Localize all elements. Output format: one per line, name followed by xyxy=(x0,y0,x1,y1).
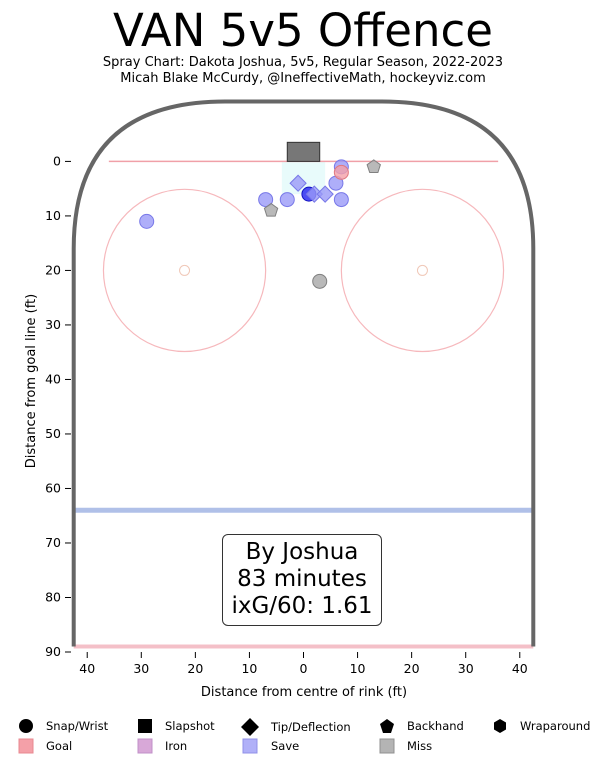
x-tick-label: 40 xyxy=(79,661,95,676)
chart-subtitle: Spray Chart: Dakota Joshua, 5v5, Regular… xyxy=(102,55,504,70)
net xyxy=(286,141,321,162)
faceoff-dot-left xyxy=(179,264,191,276)
summary-minutes: 83 minutes xyxy=(237,566,367,592)
x-tick-label: 20 xyxy=(187,661,203,676)
x-tick-label: 40 xyxy=(512,661,528,676)
legend-label: Backhand xyxy=(407,719,464,733)
shot-goal xyxy=(333,164,349,180)
legend-slapshot: Slapshot xyxy=(137,718,215,734)
shot-markers xyxy=(139,159,381,289)
shot-miss xyxy=(312,273,328,289)
legend-label: Goal xyxy=(46,739,73,753)
shot-save xyxy=(333,192,349,208)
shot-miss xyxy=(263,202,279,217)
x-tick-label: 0 xyxy=(300,661,308,676)
iron-swatch-icon xyxy=(137,738,153,754)
square-marker-icon xyxy=(138,719,152,733)
x-tick-label: 10 xyxy=(241,661,257,676)
circle-marker-icon xyxy=(19,719,33,733)
pentagon-marker-icon xyxy=(380,719,394,733)
y-tick-label: 40 xyxy=(45,371,61,386)
legend-miss: Miss xyxy=(379,738,432,754)
shot-save xyxy=(139,213,155,229)
legend-label: Tip/Deflection xyxy=(271,720,351,734)
goal-swatch-icon xyxy=(18,738,34,754)
save-swatch-icon xyxy=(242,738,258,754)
y-tick-label: 0 xyxy=(53,153,61,168)
y-tick-label: 80 xyxy=(45,589,61,604)
axes: Distance from centre of rink (ft) Distan… xyxy=(24,153,528,700)
summary-box: By Joshua 83 minutes ixG/60: 1.61 xyxy=(222,534,382,626)
rink-drawing xyxy=(71,99,536,649)
rink-chart: Distance from centre of rink (ft) Distan… xyxy=(24,99,536,700)
summary-ixg: ixG/60: 1.61 xyxy=(231,593,373,619)
legend-iron: Iron xyxy=(137,738,187,754)
y-tick-label: 20 xyxy=(45,262,61,277)
y-tick-label: 90 xyxy=(45,644,61,659)
legend-tip-deflection: Tip/Deflection xyxy=(241,718,351,736)
shot-save xyxy=(289,174,307,192)
legend-label: Save xyxy=(271,739,300,753)
faceoff-dot-right xyxy=(416,264,428,276)
legend-backhand: Backhand xyxy=(379,718,464,734)
chart-credit: Micah Blake McCurdy, @IneffectiveMath, h… xyxy=(120,71,486,86)
legend-save: Save xyxy=(241,738,299,754)
legend-snap-wrist: Snap/Wrist xyxy=(18,718,108,734)
legend-label: Iron xyxy=(165,739,188,753)
miss-swatch-icon xyxy=(379,738,395,754)
y-tick-label: 10 xyxy=(45,208,61,223)
x-axis-label: Distance from centre of rink (ft) xyxy=(201,685,407,700)
hexagon-marker-icon xyxy=(494,719,506,733)
legend: Snap/Wrist Slapshot Tip/Deflection Backh… xyxy=(0,712,606,762)
summary-player: By Joshua xyxy=(245,539,359,565)
y-tick-label: 60 xyxy=(45,480,61,495)
legend-wraparound: Wraparound xyxy=(492,718,590,734)
y-tick-label: 50 xyxy=(45,426,61,441)
legend-label: Wraparound xyxy=(520,719,591,733)
faceoff-circle-left xyxy=(102,188,267,353)
diamond-marker-icon xyxy=(241,718,259,736)
x-tick-label: 10 xyxy=(350,661,366,676)
shot-miss xyxy=(366,159,381,173)
legend-label: Miss xyxy=(407,739,433,753)
y-tick-label: 70 xyxy=(45,535,61,550)
crease xyxy=(281,161,326,195)
shot-save xyxy=(279,192,295,208)
y-tick-label: 30 xyxy=(45,317,61,332)
legend-label: Snap/Wrist xyxy=(46,719,109,733)
x-tick-label: 30 xyxy=(458,661,474,676)
x-tick-label: 20 xyxy=(404,661,420,676)
x-tick-label: 30 xyxy=(133,661,149,676)
faceoff-circle-right xyxy=(340,188,505,353)
y-axis-label: Distance from goal line (ft) xyxy=(24,294,39,468)
legend-label: Slapshot xyxy=(165,719,215,733)
shot-save xyxy=(258,192,274,208)
shot-save xyxy=(316,185,334,203)
legend-goal: Goal xyxy=(18,738,72,754)
boards xyxy=(71,99,536,647)
chart-title: VAN 5v5 Offence xyxy=(113,4,493,57)
